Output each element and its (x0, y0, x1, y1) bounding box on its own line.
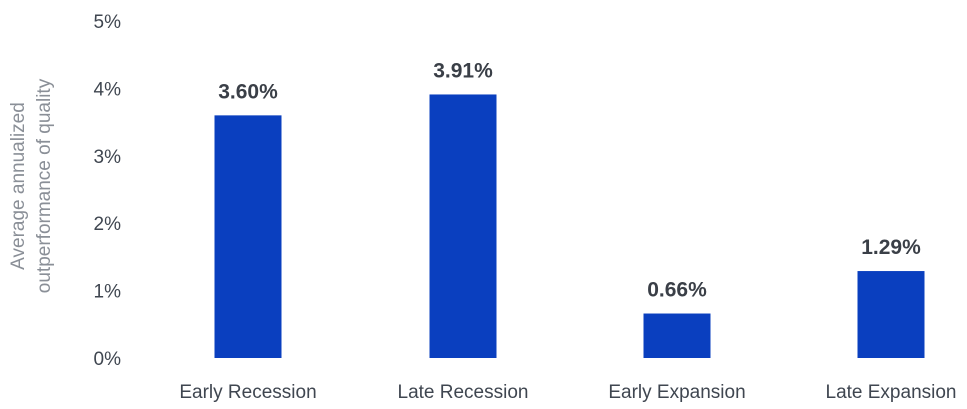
y-axis-label-line-2: outperformance of quality (34, 78, 55, 293)
y-axis-ticks: 0% 1% 2% 3% 4% 5% (94, 12, 122, 370)
value-labels: 3.60% 3.91% 0.66% 1.29% (218, 59, 921, 301)
x-axis-category-labels: Early Recession Late Recession Early Expan… (179, 382, 956, 403)
x-category-label: Late Expansion (826, 382, 957, 403)
y-tick-label: 5% (94, 12, 122, 33)
bar (429, 94, 497, 358)
bar (214, 115, 282, 358)
bar-value-label: 3.60% (218, 80, 278, 103)
x-category-label: Early Recession (179, 382, 316, 403)
y-tick-label: 1% (94, 282, 122, 303)
y-axis-label: Average annualized outperformance of qua… (8, 78, 55, 293)
x-category-label: Early Expansion (608, 382, 745, 403)
bar (857, 271, 925, 358)
x-category-label: Late Recession (398, 382, 529, 403)
y-tick-label: 0% (94, 349, 122, 370)
y-tick-label: 3% (94, 147, 122, 168)
bars (214, 94, 925, 358)
y-tick-label: 4% (94, 79, 122, 100)
y-tick-label: 2% (94, 214, 122, 235)
bar-value-label: 0.66% (647, 279, 707, 302)
bar-value-label: 1.29% (861, 236, 921, 259)
y-axis-label-line-1: Average annualized (8, 102, 29, 270)
bar (643, 313, 711, 358)
bar-value-label: 3.91% (433, 59, 493, 82)
